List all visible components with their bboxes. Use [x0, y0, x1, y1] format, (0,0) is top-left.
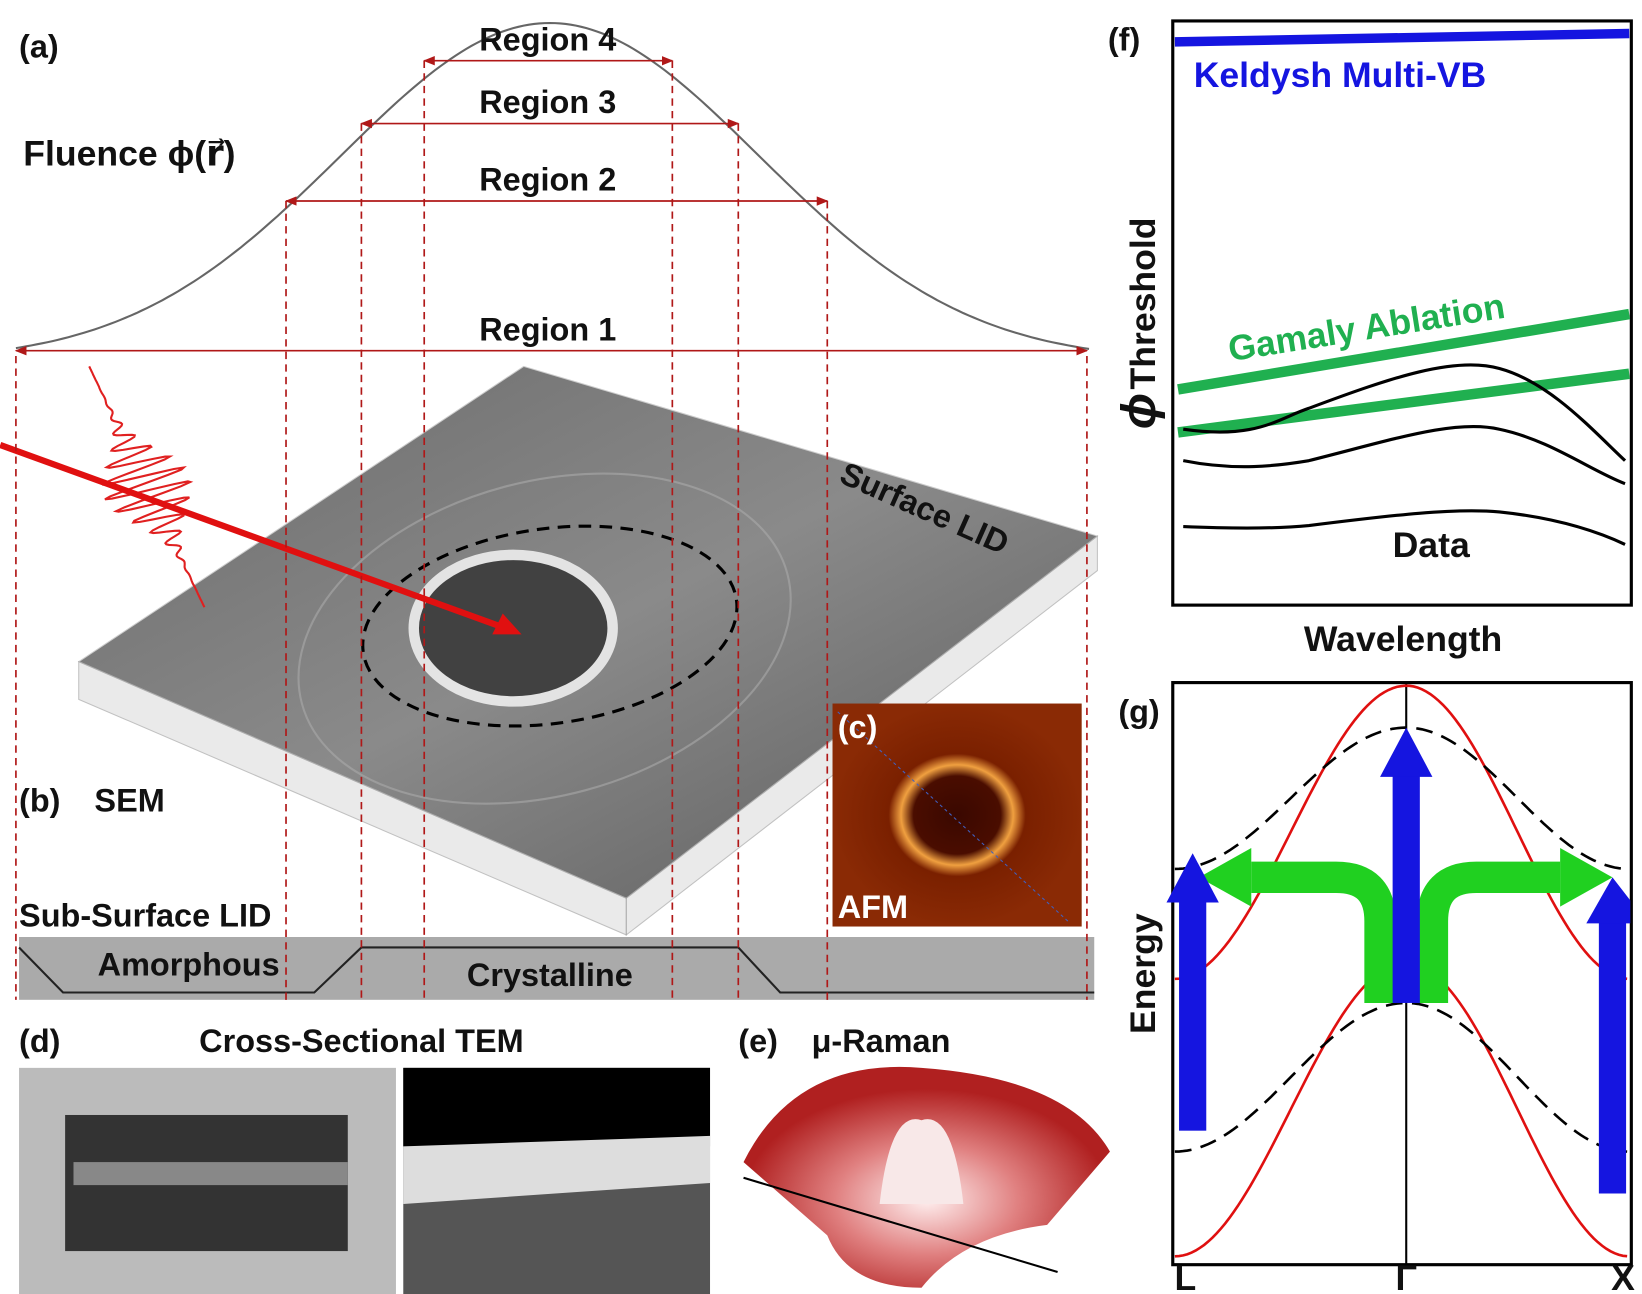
arrow-head [492, 613, 522, 635]
laser-pulse [88, 365, 206, 608]
blue-arrow [1598, 921, 1627, 1194]
subsurface-label: Sub-Surface LID [19, 898, 271, 934]
keldysh-line [1174, 28, 1630, 47]
data-curve [1182, 424, 1626, 486]
raman-title: μ-Raman [812, 1023, 951, 1059]
panel-label: (a) [19, 29, 59, 65]
sem-image [77, 365, 1099, 936]
panel-label: (e) [738, 1023, 778, 1059]
arrow-head [1560, 848, 1613, 907]
tem-layer [403, 1135, 711, 1204]
k-point: Γ [1396, 1258, 1417, 1294]
green-arrow [1251, 861, 1396, 1003]
raman-axis [743, 1176, 1058, 1274]
fluence-curve [15, 21, 1090, 350]
data-curve [1183, 363, 1627, 462]
y-axis-symbol: ϕ [1112, 393, 1166, 429]
green-arrow [1416, 861, 1561, 1003]
crystalline-label: Crystalline [467, 957, 633, 993]
panel-label: (g) [1118, 693, 1159, 729]
amorphous-label: Amorphous [98, 947, 280, 983]
laser-arrow [0, 441, 513, 634]
panel-label: (d) [19, 1023, 60, 1059]
tem-top [403, 1067, 711, 1147]
x-axis-label: Wavelength [1304, 619, 1502, 659]
arrow-head [1586, 877, 1631, 924]
region-label: Region 2 [479, 162, 616, 198]
blue-arrow [1392, 774, 1420, 1003]
k-point: X [1611, 1258, 1635, 1294]
fluence-label: Fluence ϕ(r⃗) [23, 133, 235, 173]
scan-line [837, 711, 1069, 922]
afm-image [832, 703, 1082, 927]
panel-label: (c) [838, 709, 878, 745]
trench-wall [73, 1162, 348, 1186]
band-dashed [1174, 1001, 1628, 1153]
gamaly-line [1177, 368, 1630, 438]
region-label: Region 3 [479, 84, 616, 120]
region-guides [15, 60, 1088, 1000]
gamaly-line [1177, 308, 1631, 395]
profile [18, 946, 1095, 994]
arrow-head [1380, 727, 1433, 777]
k-point: L [1174, 1258, 1196, 1294]
band-dashed [1174, 726, 1628, 871]
sem-label: SEM [94, 782, 164, 818]
y-axis-label: Threshold [1123, 217, 1163, 389]
band-red [1174, 961, 1628, 1258]
region-label: Region 4 [479, 21, 616, 57]
data-label: Data [1393, 525, 1471, 565]
raman-peak [879, 1119, 964, 1204]
y-axis-label: Energy [1123, 913, 1163, 1034]
arrow-head [1166, 853, 1219, 903]
tem-title: Cross-Sectional TEM [199, 1023, 523, 1059]
region-label: Region 1 [479, 311, 616, 347]
afm-label: AFM [838, 889, 908, 925]
panel-label: (b) [19, 782, 60, 818]
blue-arrow [1179, 900, 1207, 1131]
panel-label: (f) [1108, 21, 1140, 57]
plot-frame [1171, 681, 1633, 1267]
arrow-head [1198, 848, 1252, 907]
keldysh-label: Keldysh Multi-VB [1194, 55, 1487, 95]
data-curve [1183, 509, 1626, 546]
band-red [1174, 684, 1628, 981]
plot-frame [1171, 19, 1633, 607]
